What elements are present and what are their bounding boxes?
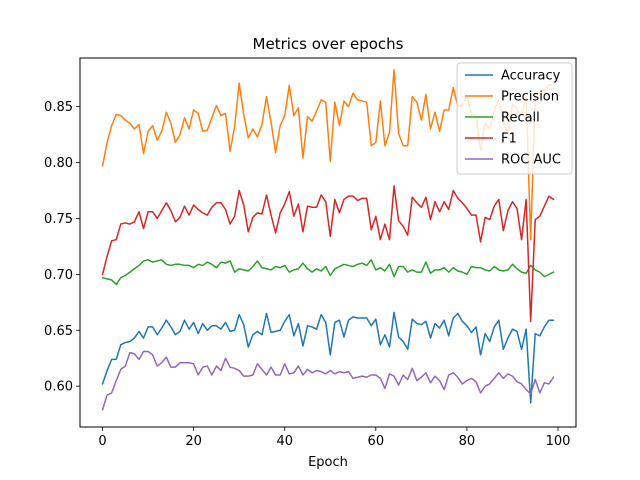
y-tick-label: 0.80	[44, 156, 73, 171]
legend-label: ROC AUC	[501, 153, 561, 168]
x-axis-label: Epoch	[308, 455, 348, 470]
x-tick-label: 80	[459, 434, 476, 449]
y-tick-label: 0.85	[44, 100, 73, 115]
y-axis-ticks: 0.60 0.65 0.70 0.75 0.80 0.85	[44, 100, 80, 395]
plot-frame	[79, 57, 577, 428]
series-line-roc-auc	[101, 350, 555, 411]
series-line-f1	[101, 185, 555, 323]
y-tick-label: 0.70	[44, 268, 73, 283]
legend-box	[456, 62, 573, 175]
y-tick-label: 0.60	[44, 380, 73, 395]
x-tick-label: 40	[276, 434, 293, 449]
legend-label: F1	[501, 132, 517, 147]
y-tick-label: 0.75	[44, 212, 73, 227]
x-tick-label: 60	[368, 434, 385, 449]
x-axis-ticks: 0 20 40 60 80 100	[98, 427, 570, 449]
x-tick-label: 100	[546, 434, 571, 449]
y-tick-label: 0.65	[44, 324, 73, 339]
legend: Accuracy Precision Recall F1 ROC AUC	[456, 62, 573, 175]
series-lines	[101, 68, 555, 411]
legend-label: Precision	[501, 90, 559, 105]
chart-title: Metrics over epochs	[253, 35, 404, 53]
series-line-accuracy	[101, 311, 555, 404]
legend-label: Recall	[501, 111, 540, 126]
x-tick-label: 0	[98, 434, 106, 449]
x-tick-label: 20	[185, 434, 202, 449]
legend-label: Accuracy	[501, 69, 561, 84]
series-line-recall	[101, 259, 555, 286]
axes	[79, 57, 577, 428]
